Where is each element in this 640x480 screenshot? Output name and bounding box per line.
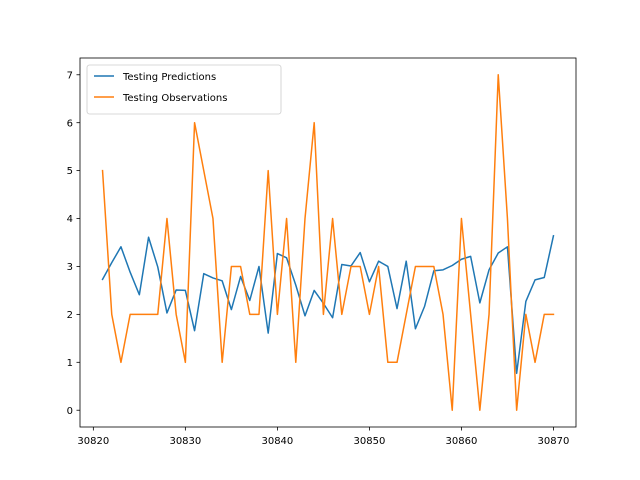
y-tick-label-7: 7 [67, 70, 73, 81]
series-line-2 [101, 74, 555, 411]
series-layer [101, 74, 555, 411]
y-tick-label-2: 2 [67, 310, 73, 321]
y-tick-label-5: 5 [67, 166, 73, 177]
axes-frame [79, 57, 577, 428]
legend-label-2: Testing Observations [122, 93, 227, 104]
x-tick-label-4: 30860 [446, 436, 478, 447]
y-tick-label-1: 1 [67, 358, 73, 369]
x-tick-label-0: 30820 [77, 436, 109, 447]
y-tick-label-4: 4 [67, 214, 73, 225]
legend-label-1: Testing Predictions [122, 72, 216, 83]
x-tick-label-3: 30850 [354, 436, 386, 447]
legend: Testing Predictions Testing Observations [86, 64, 282, 115]
axes-layer: 30820 30830 30840 30850 30860 30870 0 1 2 3 4 5 6 7 [67, 57, 577, 447]
series-line-1 [101, 234, 555, 375]
x-tick-label-2: 30840 [261, 436, 293, 447]
y-tick-label-0: 0 [67, 406, 73, 417]
x-tick-label-5: 30870 [538, 436, 570, 447]
x-tick-label-1: 30830 [169, 436, 201, 447]
legend-box [86, 64, 282, 115]
y-tick-label-3: 3 [67, 262, 73, 273]
y-tick-label-6: 6 [67, 118, 73, 129]
